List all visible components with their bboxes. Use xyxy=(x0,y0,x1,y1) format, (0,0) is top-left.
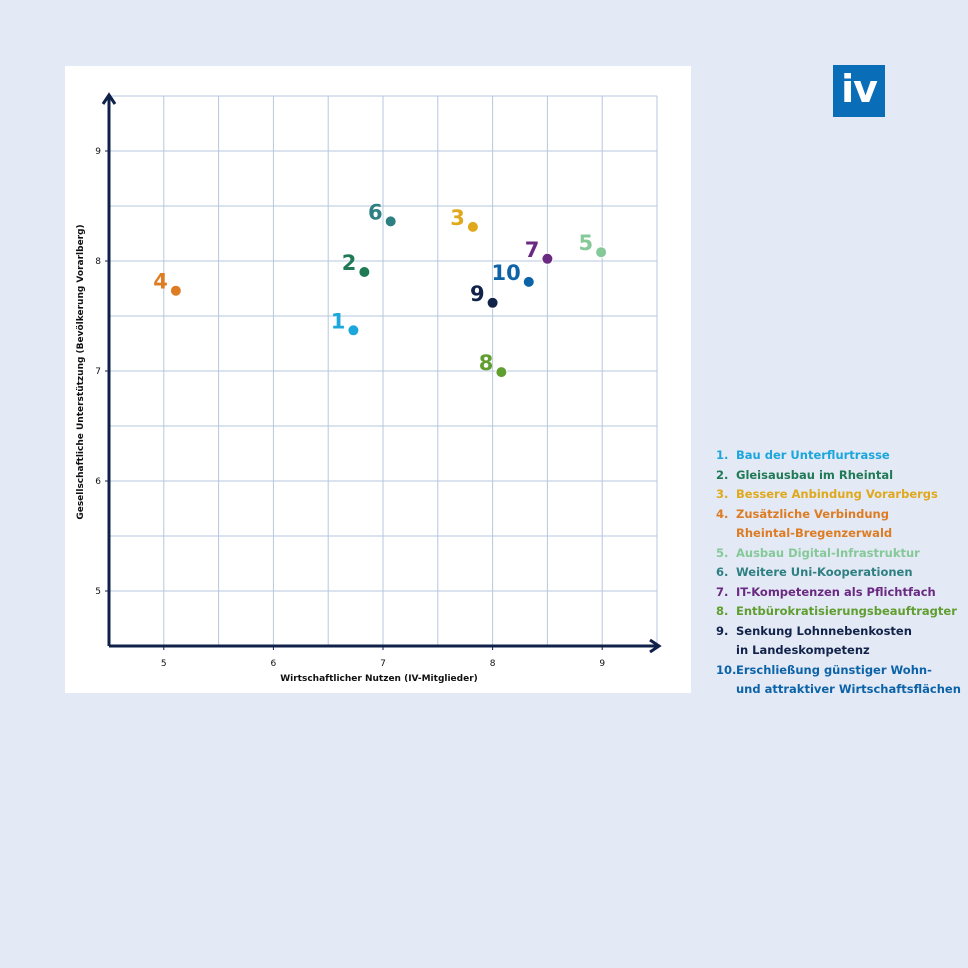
data-point-9 xyxy=(486,296,499,309)
x-tick-label: 5 xyxy=(161,659,167,669)
data-point-label-5: 5 xyxy=(578,231,593,255)
legend-item: 9. Senkung Lohnnebenkosten in Landeskompe… xyxy=(716,622,966,661)
data-point-4 xyxy=(169,284,182,297)
legend-item: 1. Bau der Unterflurtrasse xyxy=(716,446,966,466)
legend-text: Entbürokratisierungsbeauftragter xyxy=(736,604,957,618)
data-point-10 xyxy=(522,275,535,288)
legend-item: 5. Ausbau Digital-Infrastruktur xyxy=(716,544,966,564)
legend-number: 8. xyxy=(716,604,729,618)
legend-text: Zusätzliche Verbindung Rheintal-Bregenze… xyxy=(736,506,893,541)
legend: 1. Bau der Unterflurtrasse 2. Gleisausbau i… xyxy=(716,446,966,700)
legend-text: Ausbau Digital-Infrastruktur xyxy=(736,545,920,560)
legend-text: Senkung Lohnnebenkosten in Landeskompete… xyxy=(736,623,912,658)
data-point-label-1: 1 xyxy=(331,309,346,333)
legend-text: Bessere Anbindung Vorarbergs xyxy=(736,487,938,501)
data-points: 1 2 3 4 5 6 7 8 9 10 xyxy=(153,200,608,379)
legend-text: IT-Kompetenzen als Pflichtfach xyxy=(736,584,936,599)
data-point-8 xyxy=(495,366,508,379)
legend-number: 9. xyxy=(716,623,729,638)
tick-labels: 5 6 7 8 9 5 6 7 8 9 xyxy=(95,147,605,669)
x-tick-label: 9 xyxy=(599,659,605,669)
legend-number: 4. xyxy=(716,506,729,521)
legend-item: 2. Gleisausbau im Rheintal xyxy=(716,466,966,486)
data-point-label-2: 2 xyxy=(342,251,357,275)
y-axis-arrow xyxy=(101,92,117,105)
legend-number: 1. xyxy=(716,448,729,462)
x-tick-label: 7 xyxy=(380,659,386,669)
x-axis-title: Wirtschaftlicher Nutzen (IV-Mitglieder) xyxy=(280,674,478,684)
y-tick-label: 7 xyxy=(95,367,101,377)
y-tick-label: 8 xyxy=(95,257,101,267)
y-tick-label: 6 xyxy=(95,477,101,487)
legend-number: 3. xyxy=(716,487,729,501)
legend-item: 7. IT-Kompetenzen als Pflichtfach xyxy=(716,583,966,603)
axes xyxy=(101,92,662,654)
legend-number: 5. xyxy=(716,545,729,560)
legend-text: Bau der Unterflurtrasse xyxy=(736,448,890,462)
y-tick-label: 5 xyxy=(95,587,101,597)
scatter-chart: 5 6 7 8 9 5 6 7 8 9 Wirtschaftlicher Nutzen (IV-M… xyxy=(76,92,662,684)
y-axis-title: Gesellschaftliche Unterstützung (Bevölke… xyxy=(76,224,86,519)
iv-logo: iv xyxy=(833,65,885,117)
data-point-label-7: 7 xyxy=(525,238,540,262)
data-point-3 xyxy=(466,220,479,233)
legend-item: 6. Weitere Uni-Kooperationen xyxy=(716,563,966,583)
data-point-1 xyxy=(347,324,360,337)
legend-text: Erschließung günstiger Wohn- und attrakt… xyxy=(736,662,961,697)
legend-item: 8. Entbürokratisierungsbeauftragter xyxy=(716,602,966,622)
legend-text: Weitere Uni-Kooperationen xyxy=(736,565,913,579)
legend-number: 7. xyxy=(716,584,729,599)
data-point-7 xyxy=(541,252,554,265)
legend-item: 10. Erschließung günstiger Wohn- und attr… xyxy=(716,661,966,700)
grid xyxy=(109,95,658,646)
legend-item: 3. Bessere Anbindung Vorarbergs xyxy=(716,485,966,505)
x-axis-arrow xyxy=(649,638,662,654)
legend-number: 2. xyxy=(716,467,729,482)
y-tick-label: 9 xyxy=(95,147,101,157)
legend-text: Gleisausbau im Rheintal xyxy=(736,467,894,482)
x-tick-label: 6 xyxy=(271,659,277,669)
data-point-5 xyxy=(595,246,608,259)
legend-number: 6. xyxy=(716,565,729,579)
data-point-label-4: 4 xyxy=(153,270,168,294)
data-point-label-10: 10 xyxy=(492,261,521,285)
data-point-label-8: 8 xyxy=(479,351,494,375)
data-point-6 xyxy=(384,215,397,228)
data-point-label-3: 3 xyxy=(450,206,465,230)
data-point-label-9: 9 xyxy=(470,282,485,306)
data-point-2 xyxy=(358,266,371,278)
x-tick-label: 8 xyxy=(490,659,496,669)
legend-number: 10. xyxy=(716,662,737,677)
data-point-label-6: 6 xyxy=(368,200,383,224)
chart-panel: 5 6 7 8 9 5 6 7 8 9 Wirtschaftlicher Nutzen (IV-M… xyxy=(65,66,691,693)
legend-item: 4. Zusätzliche Verbindung Rheintal-Bregen… xyxy=(716,505,966,544)
